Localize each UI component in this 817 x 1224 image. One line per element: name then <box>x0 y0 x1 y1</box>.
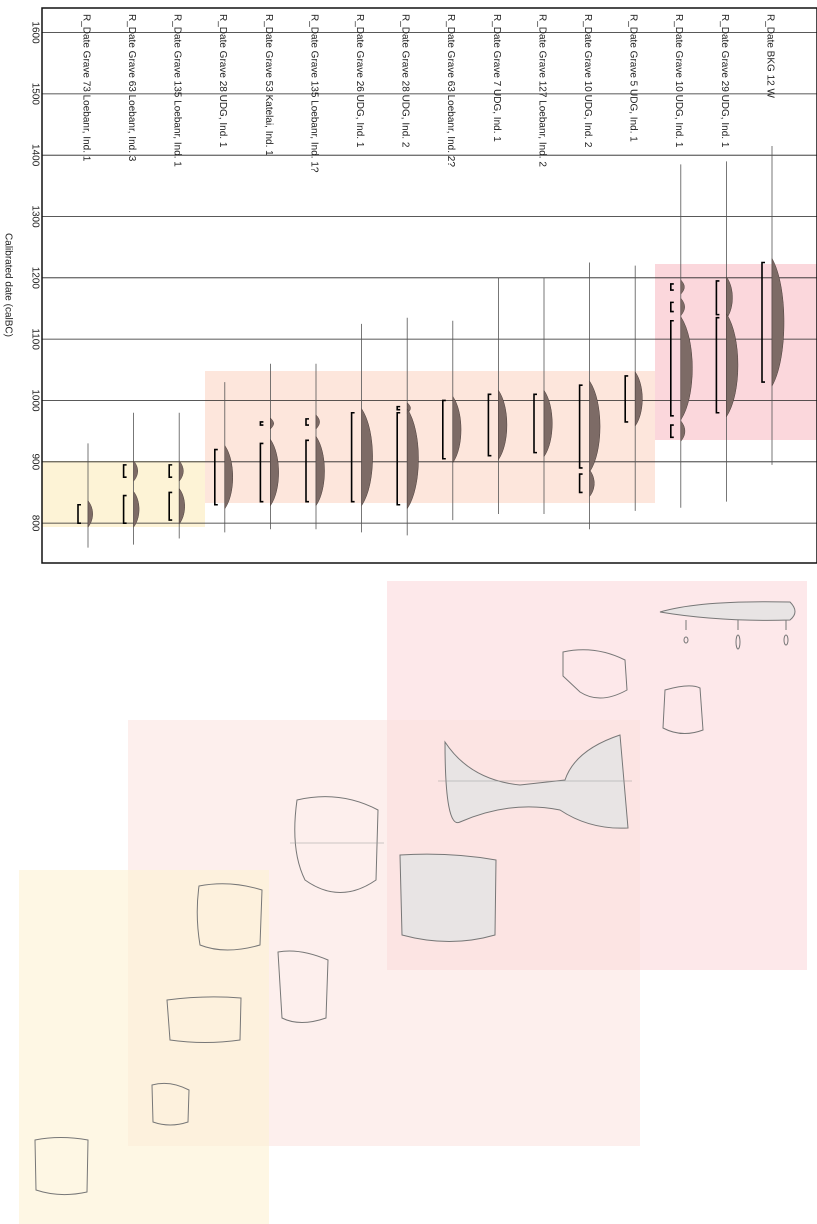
y-tick-label: 1400 <box>29 144 40 167</box>
y-tick-label: 1100 <box>29 328 40 350</box>
figure: 800 900 1000 1100 1200 1300 1400 1500 1600 R_Date… <box>0 0 817 1224</box>
category-label: R_Date Grave 63 Loebanr, Ind. 3 <box>126 14 137 162</box>
category-label: R_Date Grave 29 UDG, Ind. 1 <box>719 14 730 148</box>
category-label: R_Date Grave 63 Loebanr, Ind. 2? <box>445 14 456 167</box>
category-label: R_Date Grave 73 Loebanr, Ind. 1 <box>80 14 91 162</box>
category-label: R_Date Grave 10 UDG, Ind. 2 <box>582 14 593 148</box>
page: 800 900 1000 1100 1200 1300 1400 1500 1600 R_Date… <box>0 0 817 1224</box>
category-label: R_Date BKG 12 W <box>764 14 775 98</box>
category-label: R_Date Grave 5 UDG, Ind. 1 <box>628 14 639 142</box>
y-tick-label: 900 <box>29 453 40 470</box>
y-tick-label: 1200 <box>29 267 40 290</box>
y-tick-label: 1300 <box>29 205 40 228</box>
y-tick-label: 1000 <box>29 389 40 412</box>
y-axis-label: Calibrated date (calBC) <box>2 233 13 337</box>
pottery-panel <box>19 870 269 1224</box>
category-label: R_Date Grave 135 Loebanr, Ind. 1 <box>172 14 183 167</box>
category-label: R_Date Grave 10 UDG, Ind. 1 <box>673 14 684 148</box>
category-label: R_Date Grave 7 UDG, Ind. 1 <box>491 14 502 142</box>
category-label: R_Date Grave 28 UDG, Ind. 2 <box>400 14 411 148</box>
category-label: R_Date Grave 53 Katelai, Ind. 1 <box>263 14 274 156</box>
y-tick-label: 800 <box>29 515 40 532</box>
category-label: R_Date Grave 26 UDG, Ind. 1 <box>354 14 365 148</box>
category-label: R_Date Grave 127 Loebanr, Ind. 2 <box>536 14 547 167</box>
y-tick-label: 1600 <box>29 21 40 44</box>
category-label: R_Date Grave 135 Loebanr, Ind. 1? <box>308 14 319 173</box>
category-label: R_Date Grave 28 UDG, Ind. 1 <box>217 14 228 148</box>
y-tick-label: 1500 <box>29 83 40 106</box>
